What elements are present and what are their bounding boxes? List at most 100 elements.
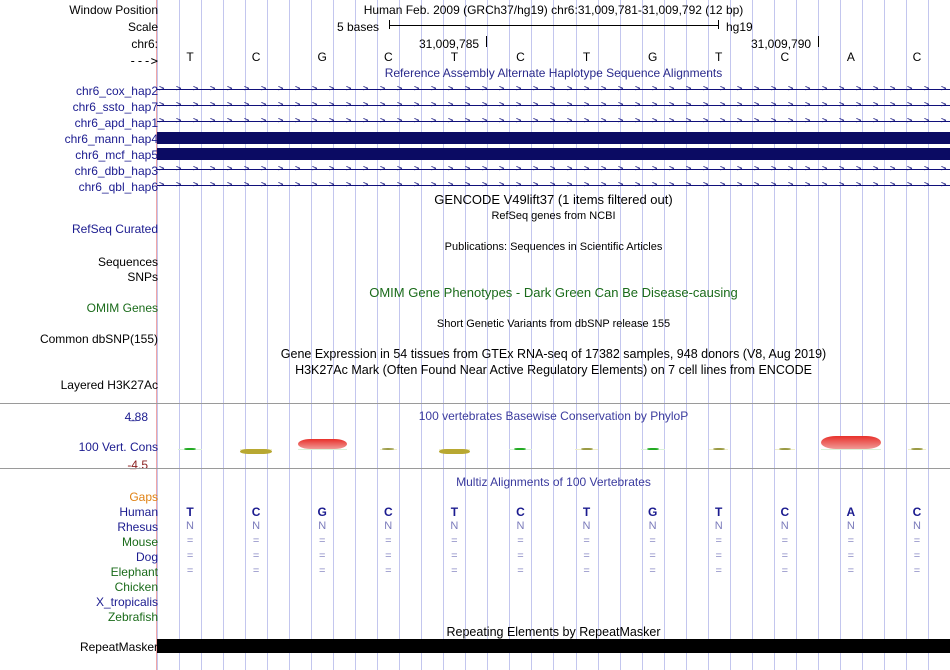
scale-tick-left — [389, 20, 390, 29]
haplotype-label-chr6_qbl_hap6[interactable]: chr6_qbl_hap6 — [78, 180, 158, 194]
species-label-dog[interactable]: Dog — [135, 550, 158, 564]
multiz-gap-mark: = — [715, 535, 722, 547]
haplotype-row-chr6_mcf_hap5[interactable] — [157, 147, 950, 161]
strand-chevron-icon: > — [567, 180, 573, 190]
haplotype-row-chr6_dbb_hap3[interactable]: > > > > > > > > > > > > > > > > > > > > > > > > > > > > > > > > > > > > > > > >… — [157, 163, 950, 177]
multiz-gap-mark: = — [715, 565, 722, 577]
species-label-zebrafish[interactable]: Zebrafish — [107, 610, 158, 624]
strand-chevron-icon: > — [873, 180, 879, 190]
strand-chevron-icon: > — [720, 164, 726, 174]
dbsnp-track-title: Short Genetic Variants from dbSNP releas… — [436, 318, 671, 330]
strand-chevron-icon: > — [754, 84, 760, 94]
strand-chevron-icon: > — [414, 100, 420, 110]
scale-bar — [389, 25, 719, 26]
strand-chevron-icon: > — [669, 180, 675, 190]
strand-chevron-icon: > — [924, 100, 930, 110]
strand-chevron-icon: > — [176, 84, 182, 94]
species-label-mouse[interactable]: Mouse — [121, 535, 158, 549]
strand-chevron-icon: > — [584, 100, 590, 110]
repeatmasker-bar[interactable] — [157, 639, 950, 653]
refseq-curated-label[interactable]: RefSeq Curated — [71, 222, 158, 236]
omim-genes-label[interactable]: OMIM Genes — [86, 301, 158, 315]
haplotype-filled-bar — [157, 148, 950, 160]
strand-chevron-icon: > — [346, 84, 352, 94]
multiz-gap-mark: = — [847, 565, 855, 577]
strand-chevron-icon: > — [907, 180, 913, 190]
multiz-gap-mark: = — [517, 535, 524, 547]
species-label-human[interactable]: Human — [119, 505, 158, 519]
haplotype-row-chr6_mann_hap4[interactable] — [157, 131, 950, 145]
gridline — [796, 0, 797, 670]
strand-chevron-icon: > — [499, 84, 505, 94]
multiz-base-unknown: N — [186, 520, 194, 532]
haplotype-label-chr6_cox_hap2[interactable]: chr6_cox_hap2 — [75, 84, 158, 98]
conservation-bar — [778, 448, 791, 450]
conservation-bar — [712, 448, 725, 450]
strand-chevron-icon: > — [210, 164, 216, 174]
multiz-base-human: G — [647, 505, 658, 519]
multiz-gap-mark: = — [385, 565, 392, 577]
multiz-track-title: Multiz Alignments of 100 Vertebrates — [456, 475, 651, 489]
species-label-chicken[interactable]: Chicken — [114, 580, 158, 594]
haplotype-row-chr6_ssto_hap7[interactable]: > > > > > > > > > > > > > > > > > > > > > > > > > > > > > > > > > > > > > > > >… — [157, 99, 950, 113]
multiz-gap-mark: = — [781, 550, 788, 562]
gridline — [576, 0, 577, 670]
strand-chevron-icon: > — [431, 100, 437, 110]
haplotype-row-chr6_qbl_hap6[interactable]: > > > > > > > > > > > > > > > > > > > > > > > > > > > > > > > > > > > > > > > >… — [157, 179, 950, 193]
strand-chevron-icon: > — [295, 180, 301, 190]
strand-chevron-icon: > — [176, 180, 182, 190]
strand-chevron-icon: > — [482, 84, 488, 94]
strand-chevron-icon: > — [193, 116, 199, 126]
strand-chevron-icon: > — [686, 164, 692, 174]
strand-chevron-icon: > — [346, 180, 352, 190]
gridline — [465, 0, 466, 670]
haplotype-label-chr6_ssto_hap7[interactable]: chr6_ssto_hap7 — [72, 100, 158, 114]
conservation-bar — [297, 439, 347, 449]
multiz-base-unknown: N — [516, 520, 525, 532]
strand-chevron-icon: > — [737, 84, 743, 94]
strand-chevron-icon: > — [312, 100, 318, 110]
strand-chevron-icon: > — [941, 164, 947, 174]
scale-tick-right — [718, 20, 719, 29]
repeatmasker-label[interactable]: RepeatMasker — [79, 640, 158, 654]
haplotype-row-chr6_cox_hap2[interactable]: > > > > > > > > > > > > > > > > > > > > > > > > > > > > > > > > > > > > > > > >… — [157, 83, 950, 97]
multiz-gap-mark: = — [451, 550, 458, 562]
species-label-x_tropicalis[interactable]: X_tropicalis — [95, 595, 158, 609]
haplotype-row-chr6_apd_hap1[interactable]: > > > > > > > > > > > > > > > > > > > > > > > > > > > > > > > > > > > > > > > >… — [157, 115, 950, 129]
strand-chevron-icon: > — [771, 84, 777, 94]
strand-chevron-icon: > — [380, 180, 386, 190]
strand-chevron-icon: > — [839, 100, 845, 110]
haplotype-label-chr6_mcf_hap5[interactable]: chr6_mcf_hap5 — [75, 148, 158, 162]
gridline — [620, 0, 621, 670]
snps-label[interactable]: SNPs — [127, 270, 158, 284]
multiz-gap-mark: = — [715, 550, 722, 562]
conservation-bar — [239, 449, 273, 454]
strand-chevron-icon: > — [890, 164, 896, 174]
strand-chevron-icon: > — [754, 116, 760, 126]
scale-text: 5 bases — [337, 20, 380, 34]
multiz-gap-mark: = — [781, 535, 788, 547]
common-dbsnp-label[interactable]: Common dbSNP(155) — [39, 332, 158, 346]
strand-chevron-icon: > — [363, 116, 369, 126]
strand-chevron-icon: > — [380, 84, 386, 94]
strand-chevron-icon: > — [907, 164, 913, 174]
strand-chevron-icon: > — [720, 84, 726, 94]
conservation-label[interactable]: 100 Vert. Cons — [78, 440, 158, 454]
species-label-elephant[interactable]: Elephant — [110, 565, 158, 579]
strand-chevron-icon: > — [618, 180, 624, 190]
species-label-rhesus[interactable]: Rhesus — [117, 520, 158, 534]
layered-h3k27ac-label[interactable]: Layered H3K27Ac — [60, 378, 158, 392]
strand-chevron-icon: > — [516, 180, 522, 190]
conservation-plot[interactable] — [157, 405, 950, 467]
sequences-label[interactable]: Sequences — [97, 255, 158, 269]
strand-chevron-icon: > — [720, 180, 726, 190]
strand-chevron-icon: > — [312, 164, 318, 174]
gridline — [377, 0, 378, 670]
haplotype-label-chr6_apd_hap1[interactable]: chr6_apd_hap1 — [74, 116, 158, 130]
strand-chevron-icon: > — [414, 116, 420, 126]
strand-chevron-icon: > — [822, 164, 828, 174]
strand-chevron-icon: > — [295, 116, 301, 126]
conservation-bottom-separator — [0, 468, 950, 469]
haplotype-label-chr6_dbb_hap3[interactable]: chr6_dbb_hap3 — [74, 164, 158, 178]
haplotype-label-chr6_mann_hap4[interactable]: chr6_mann_hap4 — [64, 132, 158, 146]
